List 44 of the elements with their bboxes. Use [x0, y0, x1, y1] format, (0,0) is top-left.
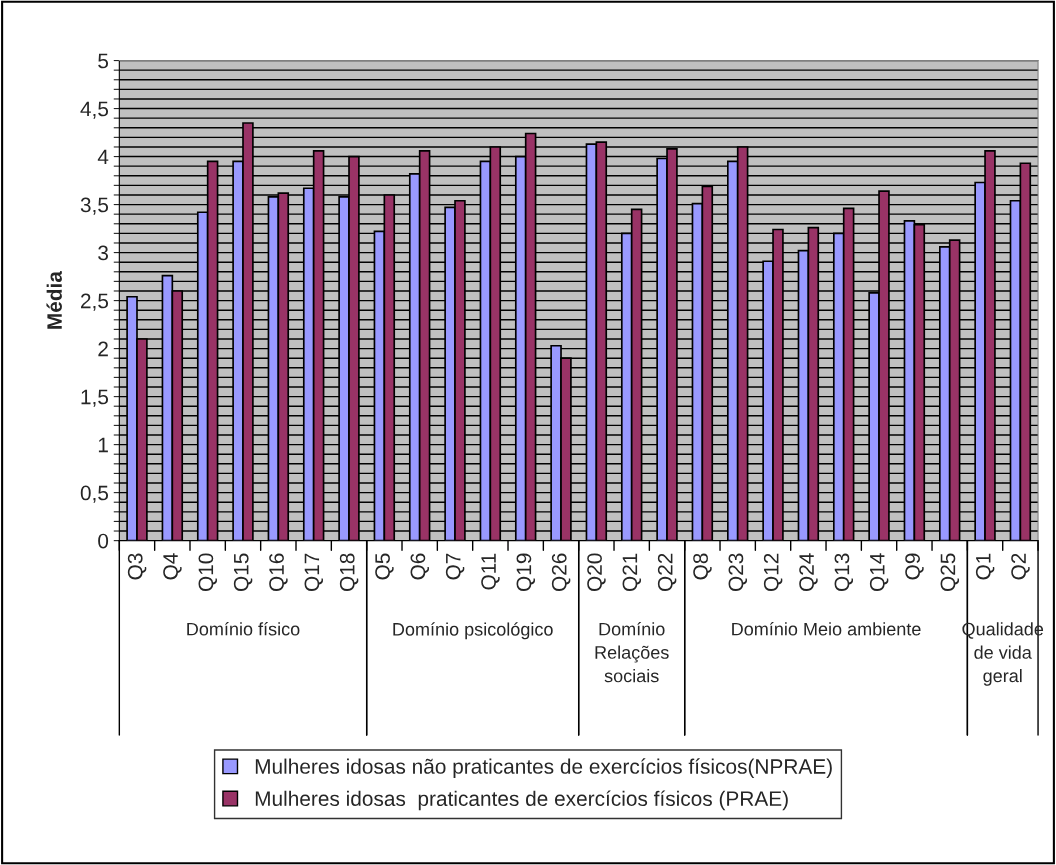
text: Domínio psicológico [393, 622, 553, 640]
x-tick-label: Q1 [975, 553, 995, 580]
x-tick-label: Q14 [869, 553, 889, 592]
x-tick-label: Q4 [163, 553, 182, 580]
x-tick-label: Q3 [127, 553, 147, 580]
y-tick-label: 0 [98, 533, 109, 549]
x-tick-label: Q25 [940, 553, 960, 592]
x-tick-label: Q12 [763, 553, 783, 592]
text: Domínio Relações sociais [595, 622, 669, 683]
x-tick-label: Q10 [198, 553, 217, 592]
x-tick-label: Q21 [622, 553, 642, 592]
y-tick-label: 5 [98, 53, 109, 69]
x-tick-label: Q18 [339, 553, 359, 592]
x-tick-label: Q16 [269, 553, 288, 592]
y-tick-label: 4 [97, 149, 109, 165]
y-tick-label: 1 [98, 437, 108, 453]
y-axis-title: Média [46, 270, 62, 329]
y-tick-label: 2,5 [81, 293, 109, 311]
x-tick-label: Q26 [551, 553, 571, 592]
x-tick-label: Q5 [375, 553, 394, 580]
x-tick-label: Q8 [693, 553, 712, 580]
y-tick-label: 4,5 [80, 101, 109, 119]
text: Domínio Meio ambiente [732, 622, 921, 636]
legend-label: Mulheres idosas praticantes de exercícios físicos (PRAE) [255, 790, 788, 811]
x-tick-label: Q7 [445, 553, 465, 580]
x-tick-label: Q15 [233, 553, 253, 592]
x-tick-label: Q9 [905, 553, 924, 580]
x-tick-label: Q19 [516, 553, 536, 592]
x-tick-label: Q24 [799, 553, 818, 592]
y-tick-label: 1,5 [81, 389, 109, 407]
y-tick-label: 0,5 [80, 485, 109, 503]
y-tick-label: 2 [98, 341, 108, 357]
text: Domínio físico [187, 622, 300, 636]
y-tick-label: 3 [98, 245, 108, 261]
x-tick-label: Q23 [728, 553, 748, 592]
x-tick-label: Q6 [410, 553, 429, 580]
x-tick-label: Q20 [587, 553, 606, 592]
y-tick-label: 3,5 [80, 197, 109, 215]
x-tick-label: Q17 [304, 553, 323, 592]
x-tick-label: Q11 [481, 553, 500, 590]
legend-label: Mulheres idosas não praticantes de exercícios físicos(NPRAE) [255, 758, 832, 778]
x-tick-label: Q13 [834, 553, 854, 592]
x-tick-label: Q2 [1011, 553, 1030, 580]
x-tick-label: Q22 [657, 553, 677, 592]
